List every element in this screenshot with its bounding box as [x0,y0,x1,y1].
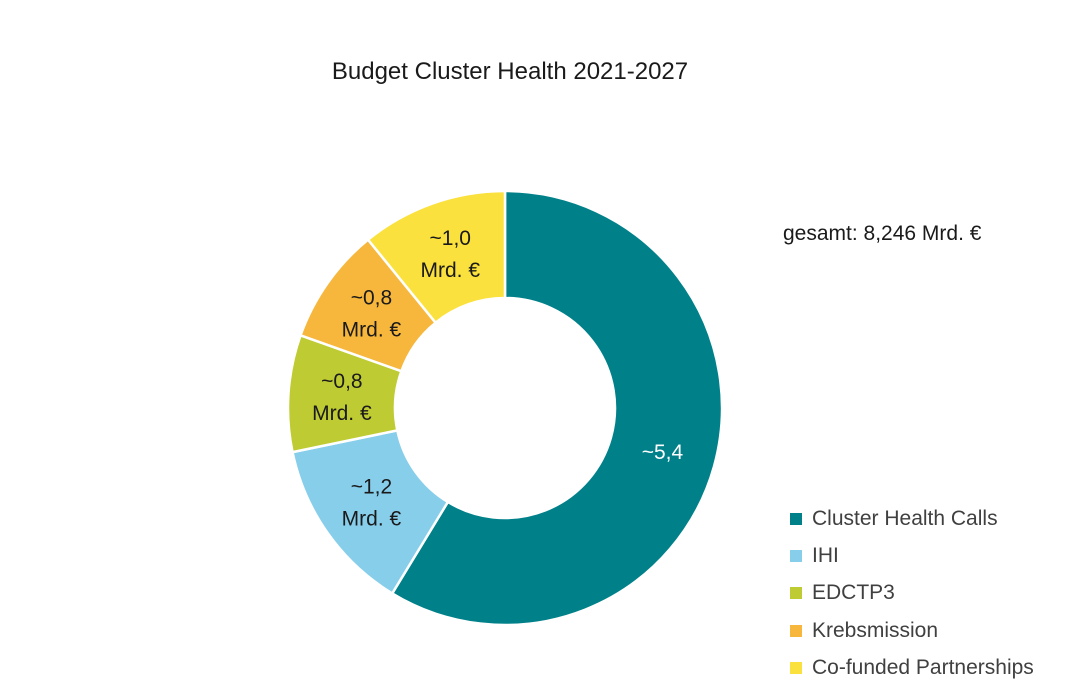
slice-co-funded-partnerships [366,189,507,325]
data-label-edctp3: ~0,8 Mrd. € [312,370,372,425]
chart-title: Budget Cluster Health 2021-2027 [331,58,689,85]
slices-layer [286,189,724,627]
labels-layer: ~5,4 ~1,2 Mrd. € ~0,8 Mrd. € ~0,8 Mrd. € ~1,0 Mr… [312,227,683,530]
data-label-ihi: ~1,2 Mrd. € [342,475,402,530]
legend-swatch [790,661,802,674]
legend-label: Co-funded Partnerships [812,655,1034,679]
data-label-krebsmission: ~0,8 Mrd. € [342,287,402,342]
legend-item-krebsmission: Krebsmission [790,612,1034,649]
legend-label: Cluster Health Calls [812,506,998,530]
legend-item-co-funded-partnerships: Co-funded Partnerships [790,649,1034,686]
legend-label: IHI [812,543,839,567]
data-label-co-funded-partnerships: ~1,0 Mrd. € [420,227,480,282]
total-annotation: gesamt: 8,246 Mrd. € [783,222,982,245]
legend-item-cluster-health-calls: Cluster Health Calls [790,500,1034,537]
legend: Cluster Health Calls IHI EDCTP3 Krebsmissio… [790,500,1034,686]
legend-label: EDCTP3 [812,581,895,605]
legend-swatch [790,587,802,600]
data-label-cluster-health-calls: ~5,4 [642,441,684,464]
legend-swatch [790,549,802,562]
slice-cluster-health-calls [390,189,724,627]
legend-swatch [790,624,802,637]
legend-label: Krebsmission [812,618,939,642]
legend-item-edctp3: EDCTP3 [790,575,1034,612]
legend-item-ihi: IHI [790,537,1034,574]
legend-swatch [790,512,802,525]
